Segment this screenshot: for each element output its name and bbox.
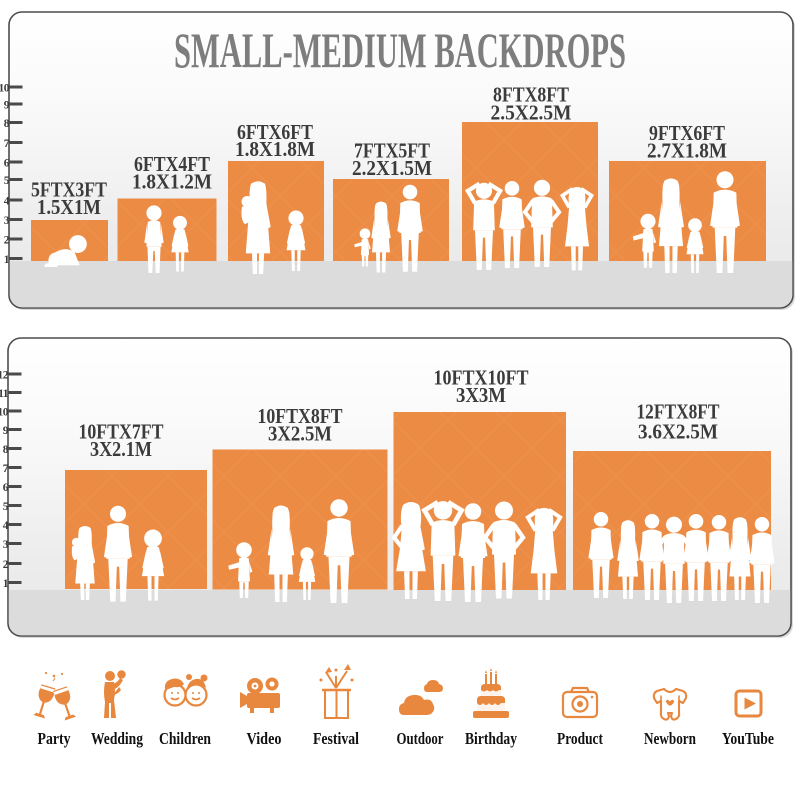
svg-text:9FTX6FT: 9FTX6FT xyxy=(649,121,725,145)
svg-text:6: 6 xyxy=(3,482,9,494)
svg-text:1: 1 xyxy=(4,254,10,266)
svg-text:11: 11 xyxy=(0,388,9,400)
svg-text:1.5X1M: 1.5X1M xyxy=(37,195,101,219)
svg-text:1: 1 xyxy=(3,578,9,590)
svg-text:SMALL-MEDIUM BACKDROPS: SMALL-MEDIUM BACKDROPS xyxy=(174,22,626,78)
svg-text:2.2X1.5M: 2.2X1.5M xyxy=(352,156,432,180)
svg-text:5FTX3FT: 5FTX3FT xyxy=(31,178,107,202)
svg-text:Birthday: Birthday xyxy=(465,729,517,748)
svg-text:3.6X2.5M: 3.6X2.5M xyxy=(638,420,718,444)
svg-text:Party: Party xyxy=(38,729,71,748)
svg-text:10FTX8FT: 10FTX8FT xyxy=(258,404,343,428)
svg-text:10: 10 xyxy=(0,83,10,95)
svg-text:10FTX10FT: 10FTX10FT xyxy=(434,366,529,390)
svg-text:3: 3 xyxy=(3,539,9,551)
svg-text:7: 7 xyxy=(3,463,9,475)
svg-text:Children: Children xyxy=(159,729,211,748)
svg-text:8: 8 xyxy=(4,118,10,130)
svg-text:2.7X1.8M: 2.7X1.8M xyxy=(647,139,727,163)
svg-text:8FTX8FT: 8FTX8FT xyxy=(493,83,569,107)
svg-text:2: 2 xyxy=(3,559,9,571)
svg-text:1.8X1.2M: 1.8X1.2M xyxy=(132,170,212,194)
svg-text:9: 9 xyxy=(3,425,9,437)
svg-text:Outdoor: Outdoor xyxy=(397,729,444,748)
svg-text:Newborn: Newborn xyxy=(644,729,696,748)
svg-text:3X3M: 3X3M xyxy=(456,383,506,407)
svg-text:7FTX5FT: 7FTX5FT xyxy=(354,139,430,163)
svg-text:3: 3 xyxy=(4,215,10,227)
svg-text:10FTX7FT: 10FTX7FT xyxy=(79,420,164,444)
svg-text:4: 4 xyxy=(3,520,9,532)
svg-text:Product: Product xyxy=(557,729,603,748)
svg-text:5: 5 xyxy=(4,175,10,187)
svg-text:Wedding: Wedding xyxy=(91,729,143,748)
svg-text:8: 8 xyxy=(3,444,9,456)
svg-text:YouTube: YouTube xyxy=(722,729,774,748)
svg-text:4: 4 xyxy=(4,196,10,208)
svg-text:3X2.5M: 3X2.5M xyxy=(268,422,332,446)
svg-text:7: 7 xyxy=(4,138,10,150)
svg-text:12FTX8FT: 12FTX8FT xyxy=(637,400,720,424)
svg-text:6: 6 xyxy=(4,158,10,170)
svg-text:6FTX6FT: 6FTX6FT xyxy=(237,120,313,144)
svg-text:5: 5 xyxy=(3,501,9,513)
svg-text:2.5X2.5M: 2.5X2.5M xyxy=(491,101,572,125)
svg-text:1.8X1.8M: 1.8X1.8M xyxy=(235,137,315,161)
svg-text:Video: Video xyxy=(247,729,282,748)
svg-text:12: 12 xyxy=(0,370,9,382)
svg-text:9: 9 xyxy=(4,100,10,112)
svg-text:10: 10 xyxy=(0,407,9,419)
svg-text:2: 2 xyxy=(4,235,10,247)
svg-text:3X2.1M: 3X2.1M xyxy=(90,437,152,461)
svg-text:Festival: Festival xyxy=(313,729,359,748)
svg-text:6FTX4FT: 6FTX4FT xyxy=(134,152,210,176)
